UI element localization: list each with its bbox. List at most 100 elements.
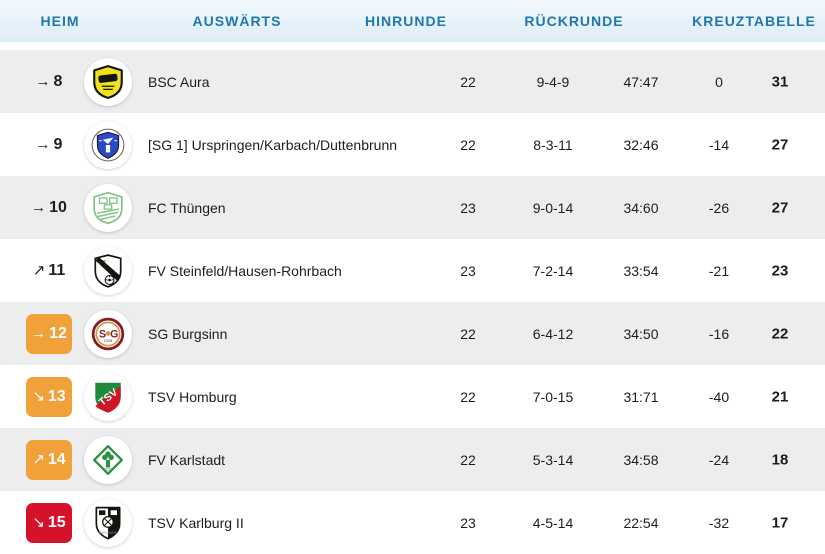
goal-difference: -24 [708, 451, 730, 468]
trend-arrow-icon: ↘ [32, 388, 45, 405]
svg-text:1928: 1928 [104, 338, 112, 342]
position-number: 9 [53, 135, 63, 153]
goals-for-against: 32:46 [623, 136, 659, 153]
matches-played: 22 [460, 388, 476, 405]
win-draw-loss: 8-3-11 [533, 136, 573, 153]
win-draw-loss: 6-4-12 [532, 325, 574, 342]
urspringen-crest[interactable] [84, 120, 132, 169]
tab-heim[interactable]: HEIM [40, 13, 80, 29]
team-name[interactable]: FV Karlstadt [148, 451, 226, 468]
karlstadt-crest[interactable]: 1920 [84, 435, 132, 484]
tab-kreuztabelle[interactable]: KREUZTABELLE [692, 13, 816, 29]
position-number: 10 [49, 198, 67, 216]
svg-text:FV: FV [100, 259, 107, 265]
trend-arrow-icon: → [31, 199, 47, 216]
matches-played: 23 [460, 199, 476, 216]
table-body: → 8 BSC Aura 22 9-4-9 47:47 0 31 → 9 [SG… [0, 50, 825, 554]
tab-rueckrunde[interactable]: RÜCKRUNDE [524, 13, 624, 29]
table-row-position-14[interactable]: ↗ 14 1920 FV Karlstadt 22 5-3-14 34:58 -… [0, 428, 825, 491]
matches-played: 22 [460, 325, 476, 342]
goals-for-against: 34:50 [623, 325, 659, 342]
win-draw-loss: 9-0-14 [532, 199, 574, 216]
goals-for-against: 31:71 [623, 388, 659, 405]
tab-hinrunde[interactable]: HINRUNDE [365, 13, 447, 29]
goal-difference: -26 [708, 199, 730, 216]
points: 27 [771, 136, 789, 153]
matches-played: 22 [460, 73, 476, 90]
points: 21 [771, 388, 789, 405]
position-number: 13 [47, 387, 66, 405]
goals-for-against: 34:58 [623, 451, 659, 468]
position-number: 12 [49, 324, 67, 342]
team-name[interactable]: FV Steinfeld/Hausen-Rohrbach [148, 262, 342, 279]
goals-for-against: 47:47 [623, 73, 659, 90]
svg-text:G: G [110, 328, 118, 340]
goal-difference: -21 [708, 262, 730, 279]
team-name[interactable]: TSV Karlburg II [148, 514, 244, 531]
goal-difference: -40 [708, 388, 730, 405]
svg-text:KARLBURG: KARLBURG [99, 531, 118, 535]
trend-arrow-icon: ↘ [32, 514, 45, 531]
team-name[interactable]: FC Thüngen [148, 199, 226, 216]
win-draw-loss: 9-4-9 [536, 73, 570, 90]
points: 22 [771, 325, 789, 342]
table-row-position-11[interactable]: ↗ 11 FV FV Steinfeld/Hausen-Rohrbach 23 … [0, 239, 825, 302]
trend-arrow-icon: → [35, 73, 51, 90]
position-number: 14 [47, 450, 66, 468]
position-badge: ↗ 14 [26, 439, 72, 480]
win-draw-loss: 7-2-14 [532, 262, 574, 279]
table-row-position-10[interactable]: → 10 FC Thüngen 23 9-0-14 34:60 -26 27 [0, 176, 825, 239]
matches-played: 23 [460, 514, 476, 531]
goals-for-against: 22:54 [623, 514, 659, 531]
position-badge: ↗ 11 [26, 251, 72, 291]
trend-arrow-icon: ↗ [32, 262, 46, 279]
table-row-position-12[interactable]: → 12 S G 1928 SG Burgsinn 22 6-4-12 34:50 … [0, 302, 825, 365]
steinfeld-crest[interactable]: FV [84, 246, 132, 295]
points: 23 [771, 262, 789, 279]
table-row-position-15[interactable]: ↘ 15 KARLBURG TSV Karlburg II 23 4-5-14 … [0, 491, 825, 554]
position-badge: → 8 [26, 62, 72, 102]
win-draw-loss: 7-0-15 [532, 388, 574, 405]
position-number: 11 [48, 261, 66, 279]
points: 18 [771, 451, 789, 468]
table-row-position-8[interactable]: → 8 BSC Aura 22 9-4-9 47:47 0 31 [0, 50, 825, 113]
table-row-position-13[interactable]: ↘ 13 TSV TSV Homburg 22 7-0-15 31:71 -40… [0, 365, 825, 428]
svg-text:S: S [99, 328, 106, 340]
points: 17 [771, 514, 789, 531]
table-view-tabbar: HEIM AUSWÄRTS HINRUNDE RÜCKRUNDE KREUZTA… [0, 0, 825, 42]
matches-played: 22 [460, 451, 476, 468]
team-name[interactable]: TSV Homburg [148, 388, 237, 405]
team-name[interactable]: SG Burgsinn [148, 325, 228, 342]
tab-auswaerts[interactable]: AUSWÄRTS [192, 13, 282, 29]
goal-difference: -16 [708, 325, 730, 342]
win-draw-loss: 4-5-14 [532, 514, 574, 531]
trend-arrow-icon: → [35, 136, 51, 153]
position-badge: ↘ 15 [26, 502, 72, 543]
win-draw-loss: 5-3-14 [532, 451, 574, 468]
homburg-crest[interactable]: TSV [84, 372, 132, 421]
trend-arrow-icon: ↗ [32, 451, 45, 468]
position-badge: → 10 [26, 188, 72, 228]
matches-played: 22 [460, 136, 476, 153]
points: 27 [771, 199, 789, 216]
team-name[interactable]: BSC Aura [148, 73, 210, 90]
goal-difference: -14 [708, 136, 730, 153]
team-name[interactable]: [SG 1] Urspringen/Karbach/Duttenbrunn [148, 136, 398, 153]
svg-text:1920: 1920 [104, 467, 112, 471]
goal-difference: 0 [715, 73, 723, 90]
table-row-position-9[interactable]: → 9 [SG 1] Urspringen/Karbach/Duttenbrun… [0, 113, 825, 176]
trend-arrow-icon: → [31, 325, 47, 342]
points: 31 [771, 73, 789, 90]
bsc-aura-crest[interactable] [84, 57, 132, 106]
position-badge: → 12 [26, 313, 72, 354]
goals-for-against: 33:54 [623, 262, 659, 279]
position-number: 8 [53, 72, 63, 90]
position-badge: ↘ 13 [26, 376, 72, 417]
burgsinn-crest[interactable]: S G 1928 [84, 309, 132, 358]
thuengen-crest[interactable] [84, 183, 132, 232]
karlburg-crest[interactable]: KARLBURG [84, 498, 132, 547]
goals-for-against: 34:60 [623, 199, 659, 216]
position-number: 15 [47, 513, 66, 531]
goal-difference: -32 [708, 514, 730, 531]
